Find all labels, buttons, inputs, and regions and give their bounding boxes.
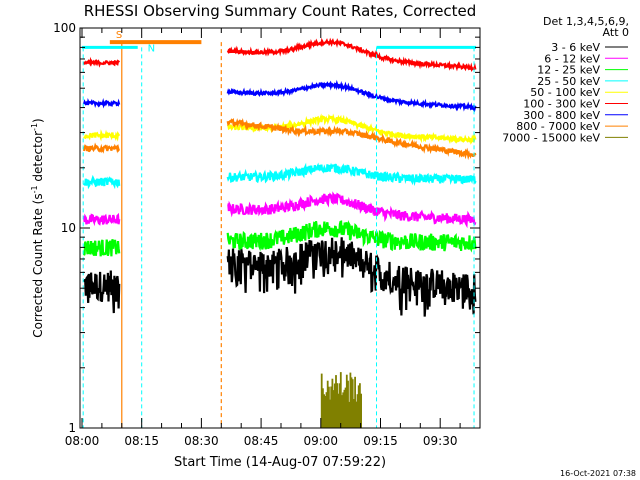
x-tick-label: 08:30 [184, 434, 219, 448]
legend-label: 25 - 50 keV [537, 75, 600, 88]
series-line [226, 162, 477, 187]
high-energy-bar [341, 395, 343, 428]
legend-label: 300 - 800 keV [523, 109, 600, 122]
high-energy-bar [355, 401, 358, 428]
series-line [83, 174, 121, 190]
series-line [82, 97, 121, 109]
legend-label: 100 - 300 keV [523, 98, 600, 111]
series-line [82, 56, 121, 68]
high-energy-bar [322, 388, 324, 428]
high-energy-bar [344, 387, 347, 428]
x-axis-label: Start Time (14-Aug-07 07:59:22) [174, 455, 386, 470]
high-energy-bar [356, 394, 359, 428]
series-line [226, 113, 477, 145]
high-energy-bar [337, 393, 340, 428]
high-energy-bar [335, 375, 337, 428]
series-line [226, 219, 477, 253]
series-line [82, 239, 121, 257]
x-tick-label: 08:15 [124, 434, 159, 448]
y-axis-label: Corrected Count Rate (s-1 detector-1) [30, 118, 45, 337]
legend-label: 50 - 100 keV [530, 86, 600, 99]
y-axis-label-mid: detector [31, 131, 45, 186]
high-energy-bar [354, 376, 356, 428]
y-tick-label: 100 [53, 21, 76, 35]
high-energy-bar [351, 379, 354, 428]
x-tick-label: 09:15 [363, 434, 398, 448]
high-energy-bar [345, 374, 348, 428]
overlay-layer: SN [81, 30, 477, 428]
high-energy-bar [350, 377, 353, 428]
high-energy-bar [338, 383, 341, 428]
legend-label: 3 - 6 keV [551, 41, 600, 54]
high-energy-bar [329, 399, 331, 428]
high-energy-bar [332, 390, 335, 428]
legend-header-1: Det 1,3,4,5,6,9, [543, 15, 629, 28]
x-tick-label: 08:00 [65, 434, 100, 448]
generation-timestamp: 16-Oct-2021 07:38 [560, 469, 636, 478]
high-energy-bar [357, 385, 360, 428]
saa-label: S [116, 30, 122, 41]
high-energy-bar [320, 373, 323, 428]
high-energy-bar [331, 378, 334, 428]
high-energy-bar [347, 380, 349, 428]
high-energy-bar [343, 389, 346, 428]
high-energy-bar [328, 386, 330, 428]
y-axis-label-sup1: -1 [30, 185, 39, 193]
legend-header-2: Att 0 [603, 26, 629, 39]
high-energy-bar [325, 392, 328, 428]
legend-label: 6 - 12 keV [544, 52, 600, 65]
series-line [83, 129, 121, 142]
high-energy-bar [330, 386, 333, 428]
high-energy-bar [333, 383, 336, 428]
high-energy-bar [324, 396, 327, 428]
y-axis-label-main: Corrected Count Rate (s [31, 193, 45, 337]
series-line [226, 79, 477, 113]
series-line [226, 37, 477, 73]
series-line [226, 237, 477, 317]
high-energy-bar [336, 383, 339, 428]
y-tick-label: 1 [68, 421, 76, 435]
high-energy-bar [342, 392, 345, 428]
x-tick-label: 08:45 [244, 434, 279, 448]
y-tick-label: 10 [61, 221, 76, 235]
legend-label: 7000 - 15000 keV [502, 131, 600, 144]
chart-title: RHESSI Observing Summary Count Rates, Co… [84, 2, 477, 20]
series-line [82, 212, 121, 227]
x-tick-label: 09:30 [423, 434, 458, 448]
y-axis-label-sup2: -1 [30, 123, 39, 131]
axes: 1 10 100 08:00 08:15 08:30 08:45 09:00 09:15 09:3… [53, 21, 480, 448]
night-label: N [148, 43, 155, 54]
x-tick-label: 09:00 [303, 434, 338, 448]
y-axis-label-end: ) [31, 118, 45, 123]
high-energy-bar [348, 401, 351, 428]
series-line [226, 118, 477, 161]
legend-label: 800 - 7000 keV [516, 120, 600, 133]
high-energy-bar [353, 399, 355, 428]
high-energy-bar [360, 393, 362, 428]
series-layer [82, 37, 477, 428]
high-energy-bar [349, 372, 352, 428]
high-energy-bar [359, 383, 361, 428]
high-energy-bar [339, 372, 342, 428]
series-line [83, 270, 121, 314]
legend-label: 12 - 25 keV [537, 64, 600, 77]
series-line [227, 191, 477, 229]
high-energy-bar [326, 380, 329, 428]
series-line [82, 142, 121, 154]
plot-frame [79, 27, 481, 429]
high-energy-bar [323, 394, 325, 428]
